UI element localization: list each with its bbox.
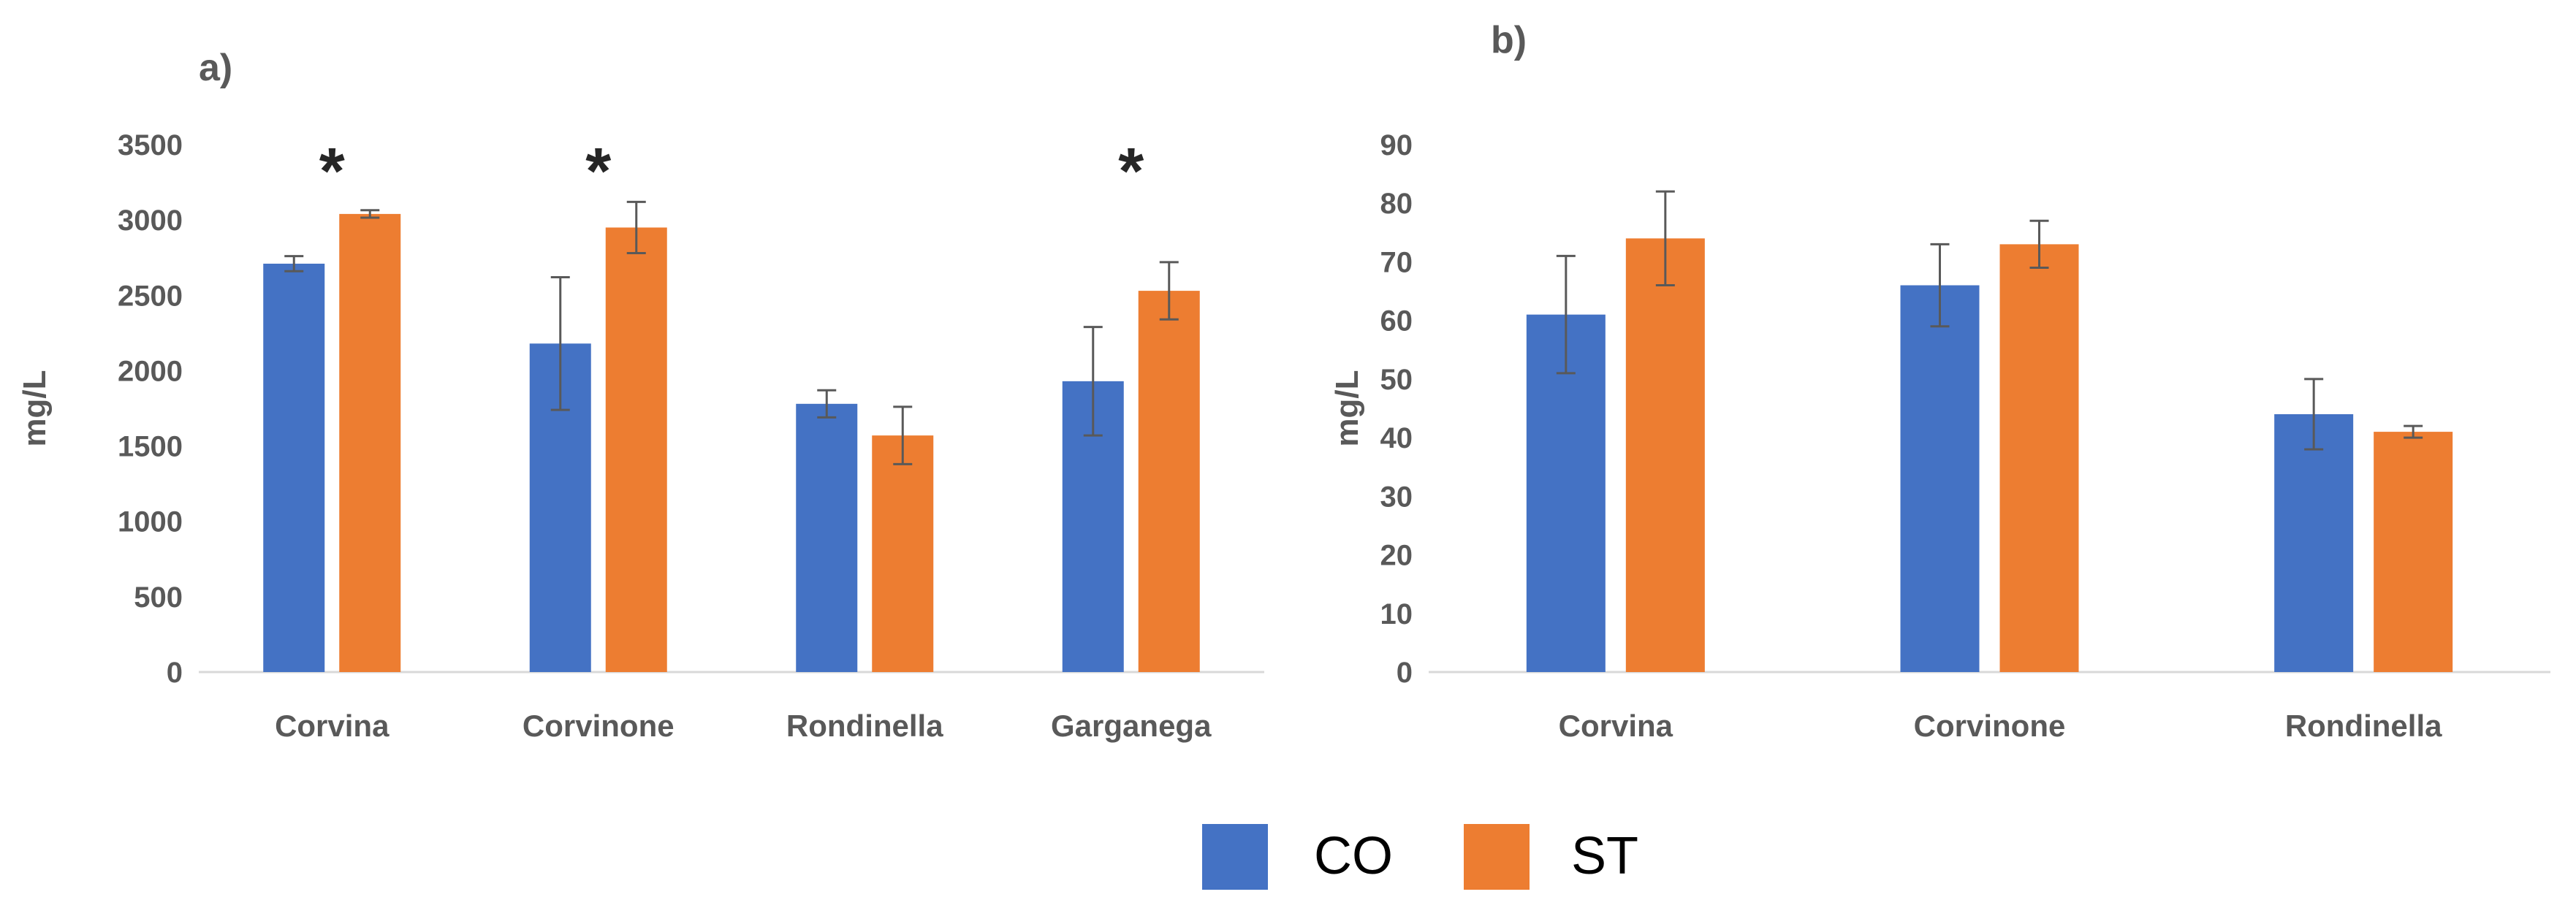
bar-st-rondinella	[2374, 432, 2453, 672]
y-tick-label-b: 90	[1380, 129, 1413, 161]
y-tick-label-a: 2000	[118, 355, 183, 387]
y-tick-label-b: 10	[1380, 598, 1413, 630]
x-tick-label-b: Corvina	[1559, 709, 1673, 743]
y-tick-label-a: 2500	[118, 280, 183, 312]
x-tick-label-a: Garganega	[1051, 709, 1212, 743]
y-tick-label-b: 20	[1380, 540, 1413, 572]
x-tick-label-a: Rondinella	[786, 709, 943, 743]
bar-co-corvinone	[1900, 285, 1980, 672]
significance-marker-corvinone: *	[585, 135, 611, 208]
y-tick-label-a: 1000	[118, 506, 183, 538]
y-tick-label-b: 60	[1380, 305, 1413, 337]
bar-st-rondinella	[872, 435, 934, 672]
bar-st-corvinone	[605, 227, 667, 672]
significance-marker-corvina: *	[319, 135, 345, 208]
chart-panel-b: b) mg/L 0 10 20 30 40 50 60 70 80 90 Corvina Corvinon…	[1329, 19, 2550, 743]
y-tick-label-a: 0	[167, 657, 183, 689]
y-tick-label-a: 3000	[118, 205, 183, 237]
legend-label-st: ST	[1571, 827, 1638, 885]
y-tick-label-a: 3500	[118, 129, 183, 161]
significance-marker-garganega: *	[1118, 135, 1144, 208]
bar-st-corvina	[339, 213, 401, 672]
y-axis-title-a: mg/L	[17, 370, 53, 446]
y-tick-label-a: 500	[134, 581, 183, 614]
y-axis-title-b: mg/L	[1329, 370, 1365, 446]
chart-panel-a: a) mg/L 0 500 1000 1500 2000 2500 3000 3500 Corvin…	[17, 47, 1264, 743]
y-tick-label-b: 30	[1380, 481, 1413, 513]
bar-co-rondinella	[2274, 414, 2354, 672]
bar-st-corvinone	[1999, 244, 2079, 672]
legend: CO ST	[1202, 824, 1638, 890]
x-tick-label-b: Rondinella	[2285, 709, 2442, 743]
legend-swatch-co	[1202, 824, 1268, 890]
legend-swatch-st	[1464, 824, 1530, 890]
panel-label-b: b)	[1491, 19, 1527, 61]
bar-st-corvina	[1625, 238, 1705, 672]
x-tick-label-a: Corvina	[275, 709, 390, 743]
y-tick-label-a: 1500	[118, 431, 183, 463]
y-tick-label-b: 50	[1380, 364, 1413, 396]
bar-co-corvina	[263, 263, 325, 673]
bar-st-garganega	[1138, 291, 1200, 672]
y-tick-label-b: 70	[1380, 246, 1413, 278]
x-tick-label-b: Corvinone	[1914, 709, 2066, 743]
legend-label-co: CO	[1314, 827, 1393, 885]
y-tick-label-b: 0	[1397, 657, 1413, 689]
y-tick-label-b: 40	[1380, 422, 1413, 454]
panel-label-a: a)	[199, 47, 232, 89]
y-tick-label-b: 80	[1380, 188, 1413, 220]
x-tick-label-a: Corvinone	[523, 709, 675, 743]
bar-co-rondinella	[796, 403, 858, 672]
